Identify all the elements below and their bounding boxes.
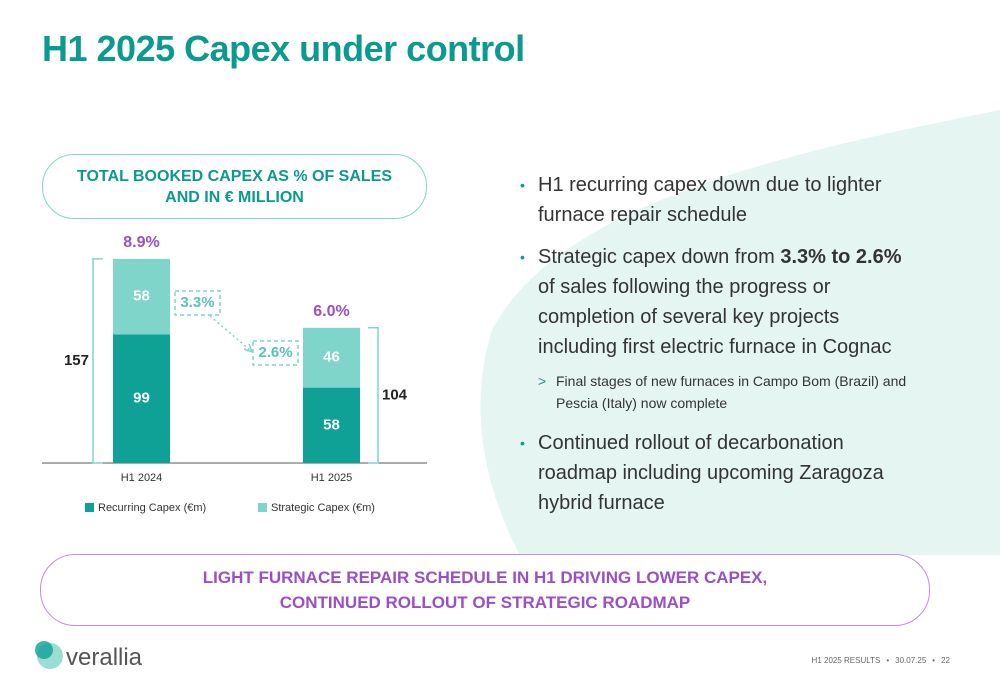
conclusion-box: LIGHT FURNACE REPAIR SCHEDULE IN H1 DRIV… bbox=[40, 554, 930, 626]
total-bracket bbox=[92, 258, 103, 464]
bullet-text: H1 recurring capex down due to lighter f… bbox=[538, 174, 882, 226]
arrow bbox=[209, 315, 251, 351]
strategic-pct-label: 2.6% bbox=[258, 344, 292, 361]
bullet-text: Strategic capex down from bbox=[538, 246, 781, 268]
sub-bullet: Final stages of new furnaces in Campo Bo… bbox=[538, 370, 920, 414]
arrow-head bbox=[243, 343, 254, 354]
bar-segment bbox=[303, 327, 360, 388]
legend-label: Strategic Capex (€m) bbox=[271, 502, 375, 514]
bullet: Strategic capex down from 3.3% to 2.6% o… bbox=[520, 242, 920, 414]
footer-section: H1 2025 RESULTS bbox=[811, 656, 881, 665]
value-label: 58 bbox=[323, 416, 340, 433]
chart-title: TOTAL BOOKED CAPEX AS % OF SALES AND IN … bbox=[77, 167, 392, 206]
footer: H1 2025 RESULTS • 30.07.25 • 22 bbox=[806, 656, 950, 665]
value-label: 99 bbox=[133, 390, 150, 407]
strategic-pct-box bbox=[252, 340, 299, 366]
total-bracket bbox=[368, 327, 379, 464]
slide-title: H1 2025 Capex under control bbox=[42, 28, 525, 69]
sep: • bbox=[886, 656, 890, 665]
footer-page: 22 bbox=[941, 656, 950, 665]
strategic-pct-label: 3.3% bbox=[180, 294, 214, 311]
chart-title-box: TOTAL BOOKED CAPEX AS % OF SALES AND IN … bbox=[42, 154, 427, 219]
total-label: 104 bbox=[382, 386, 408, 403]
pct-label: 8.9% bbox=[123, 234, 159, 251]
x-tick-label: H1 2024 bbox=[121, 472, 163, 484]
value-label: 58 bbox=[133, 288, 150, 305]
conclusion: LIGHT FURNACE REPAIR SCHEDULE IN H1 DRIV… bbox=[202, 568, 768, 612]
legend-swatch bbox=[258, 503, 267, 512]
bar-segment bbox=[113, 258, 170, 335]
sep: • bbox=[932, 656, 936, 665]
legend-swatch bbox=[85, 503, 94, 512]
bullet-bold: 3.3% to 2.6% bbox=[780, 246, 902, 268]
strategic-pct-box bbox=[174, 290, 221, 316]
total-label: 157 bbox=[64, 352, 89, 369]
bar-segment bbox=[113, 334, 170, 463]
x-tick-label: H1 2025 bbox=[311, 472, 353, 484]
bullets: H1 recurring capex down due to lighter f… bbox=[520, 170, 920, 530]
logo: verallia bbox=[66, 644, 143, 671]
bullet-text: Continued rollout of decarbonation roadm… bbox=[538, 432, 884, 514]
footer-date: 30.07.25 bbox=[895, 656, 927, 665]
pct-label: 6.0% bbox=[313, 303, 349, 320]
logo-icon bbox=[35, 641, 53, 659]
value-label: 46 bbox=[323, 349, 340, 366]
bullet: H1 recurring capex down due to lighter f… bbox=[520, 170, 920, 230]
bar-segment bbox=[303, 387, 360, 463]
bullet-text: of sales following the progress or compl… bbox=[538, 276, 892, 358]
legend-label: Recurring Capex (€m) bbox=[98, 502, 206, 514]
bullet: Continued rollout of decarbonation roadm… bbox=[520, 428, 920, 518]
